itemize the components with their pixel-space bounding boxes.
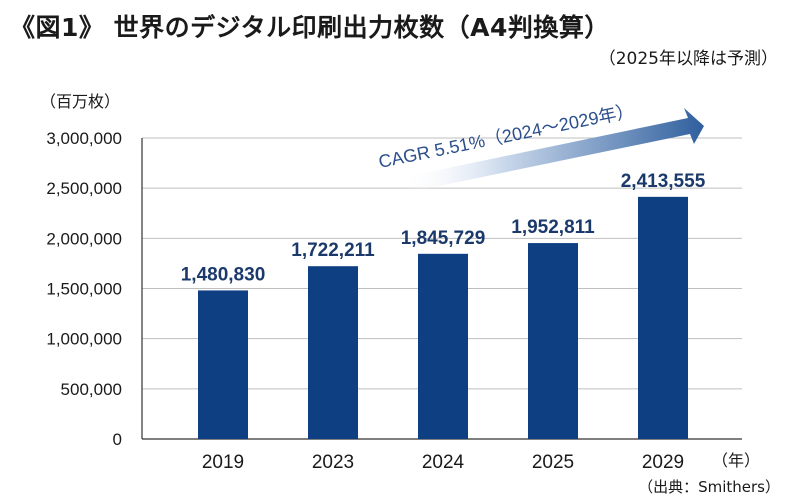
- y-tick-label: 1,000,000: [46, 330, 122, 349]
- x-tick-label-2025: 2025: [532, 452, 574, 473]
- y-tick-label: 2,000,000: [46, 229, 122, 248]
- y-tick-label: 3,000,000: [46, 129, 122, 148]
- x-tick-label-2023: 2023: [312, 452, 354, 473]
- bar-2024: [418, 253, 468, 439]
- x-tick-label-2024: 2024: [422, 452, 465, 473]
- data-label-2025: 1,952,811: [511, 217, 595, 238]
- bar-2019: [198, 290, 248, 439]
- forecast-note: （2025年以降は予測）: [598, 49, 778, 69]
- data-label-2023: 1,722,211: [291, 240, 375, 261]
- labels: 0 500,000 1,000,000 1,500,000 2,000,000 2,500…: [46, 129, 705, 473]
- x-axis-unit-label: （年）: [712, 451, 760, 470]
- data-label-2029: 2,413,555: [621, 171, 706, 192]
- page-title: 《図1》 世界のデジタル印刷出力枚数（A4判換算）: [10, 13, 610, 42]
- y-tick-label: 2,500,000: [46, 179, 122, 198]
- y-tick-label: 500,000: [61, 380, 122, 399]
- cagr-arrow-shape: [400, 108, 704, 194]
- x-tick-label-2029: 2029: [642, 452, 684, 473]
- bar-2025: [528, 243, 578, 439]
- data-label-2019: 1,480,830: [181, 264, 266, 285]
- y-tick-label: 1,500,000: [46, 280, 122, 299]
- y-tick-label: 0: [113, 430, 122, 449]
- x-tick-label-2019: 2019: [202, 452, 244, 473]
- bar-2023: [308, 266, 358, 439]
- bars: [198, 196, 688, 439]
- bar-2029: [638, 196, 688, 439]
- data-label-2024: 1,845,729: [401, 228, 486, 249]
- source-credit: （出典：Smithers）: [638, 478, 780, 496]
- y-axis-unit-label: （百万枚）: [40, 92, 121, 111]
